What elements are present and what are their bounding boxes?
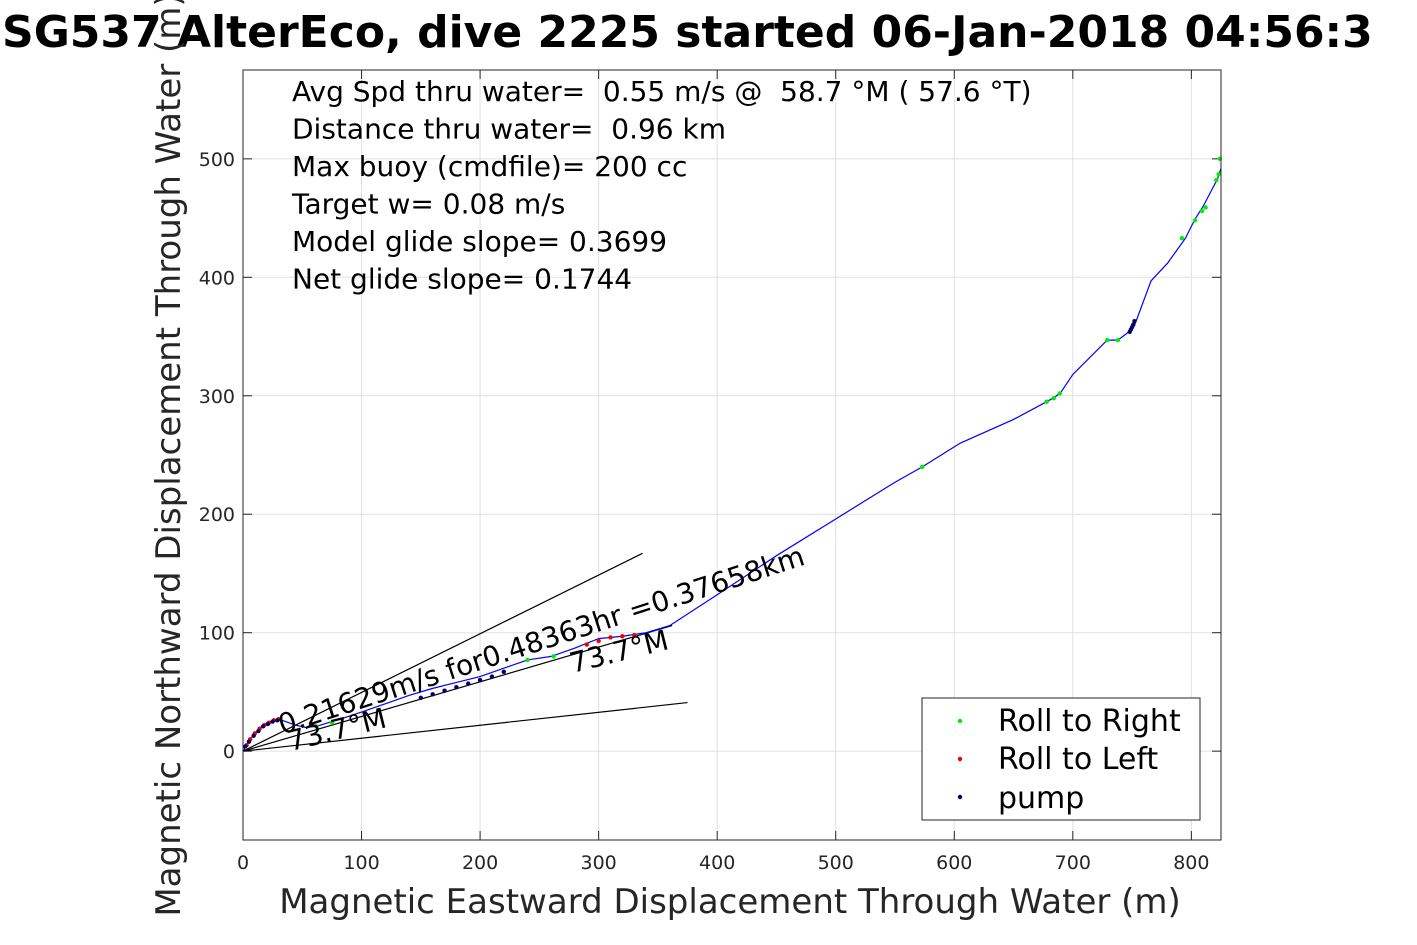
point-pump (260, 724, 266, 729)
x-tick-label: 600 (936, 852, 972, 874)
point-pump (466, 681, 471, 686)
point-roll-to-right (1057, 391, 1062, 396)
y-tick-label: 400 (199, 267, 235, 289)
legend: Roll to Right Roll to Left pump (921, 697, 1201, 821)
x-tick-label: 200 (462, 852, 498, 874)
point-roll-to-left (608, 635, 613, 640)
point-pump (256, 728, 261, 734)
data-series (242, 156, 1223, 752)
point-roll-to-right (920, 464, 925, 470)
point-roll-to-right (551, 654, 556, 659)
x-tick-label: 300 (581, 852, 617, 874)
point-pump (418, 695, 424, 701)
legend-label-pump: pump (998, 781, 1084, 816)
point-roll-to-right (314, 724, 319, 729)
point-roll-to-right (1192, 218, 1198, 223)
point-pump (454, 684, 459, 690)
point-roll-to-right (1044, 399, 1049, 404)
legend-marker-pump (957, 794, 963, 800)
point-pump (477, 677, 483, 683)
stat-line: Distance thru water= 0.96 km (292, 113, 726, 146)
point-roll-to-right (1115, 337, 1121, 343)
x-tick-label: 400 (699, 852, 735, 874)
point-roll-to-right (1203, 205, 1208, 210)
point-pump (243, 744, 248, 749)
point-roll-to-right (1051, 395, 1057, 401)
point-pump (265, 721, 271, 727)
point-roll-to-right (1179, 236, 1185, 241)
point-roll-to-right (1214, 177, 1219, 183)
reference-line (242, 552, 643, 752)
dive-statistics: Avg Spd thru water= 0.55 m/s @ 58.7 °M (… (291, 75, 1032, 296)
reference-line (242, 701, 688, 752)
point-pump (1132, 318, 1137, 324)
point-pump (270, 719, 275, 724)
legend-box (921, 697, 1201, 821)
point-roll-to-left (596, 638, 601, 644)
plot-frame (242, 69, 1222, 841)
point-pump (251, 733, 256, 738)
chart-title: SG537 AlterEco, dive 2225 started 06-Jan… (2, 7, 1373, 58)
point-roll-to-left (632, 632, 637, 638)
point-roll-to-right (329, 720, 335, 725)
y-tick-label: 500 (199, 149, 235, 171)
point-roll-to-right (525, 657, 530, 663)
point-pump (501, 669, 506, 674)
axis-ticks: 0 100 200 300 400 500 600 700 800 0 100 200 300 400 50… (199, 70, 1221, 874)
y-tick-label: 200 (199, 504, 235, 526)
stat-line: Target w= 0.08 m/s (291, 188, 565, 221)
point-pump (430, 692, 435, 697)
y-tick-label: 300 (199, 386, 235, 408)
x-tick-label: 500 (818, 852, 854, 874)
point-pump (246, 739, 252, 744)
point-roll-to-right (1216, 172, 1221, 177)
y-axis-label: Magnetic Northward Displacement Through … (149, 0, 189, 917)
legend-marker-roll-right (957, 718, 963, 724)
x-tick-label: 0 (237, 852, 249, 874)
point-pump (275, 718, 280, 723)
point-roll-to-left (620, 634, 625, 639)
x-tick-label: 700 (1055, 852, 1091, 874)
point-pump (489, 674, 495, 679)
point-pump (442, 688, 447, 693)
legend-label-roll-left: Roll to Left (998, 742, 1158, 777)
stat-line: Avg Spd thru water= 0.55 m/s @ 58.7 °M (… (292, 75, 1032, 108)
point-roll-to-right (1199, 208, 1205, 214)
stat-line: Net glide slope= 0.1744 (292, 263, 632, 296)
x-axis-label: Magnetic Eastward Displacement Through W… (279, 882, 1181, 922)
x-tick-label: 100 (343, 852, 379, 874)
x-tick-label: 800 (1173, 852, 1209, 874)
y-tick-label: 100 (199, 623, 235, 645)
y-tick-label: 0 (223, 741, 235, 763)
point-pump (1131, 322, 1136, 327)
point-roll-to-right (1104, 337, 1110, 343)
point-roll-to-left (584, 642, 589, 647)
stat-line: Max buoy (cmdfile)= 200 cc (292, 150, 687, 183)
stat-line: Model glide slope= 0.3699 (292, 225, 667, 258)
legend-label-roll-right: Roll to Right (998, 704, 1181, 739)
legend-marker-roll-left (957, 756, 963, 762)
